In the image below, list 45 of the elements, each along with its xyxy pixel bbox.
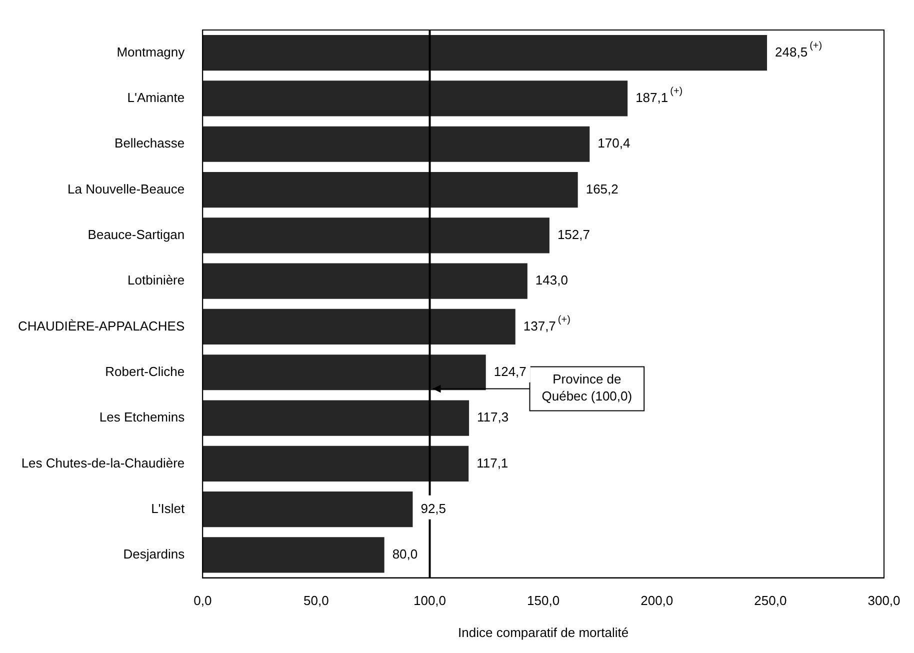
bar [202,446,469,482]
bar [202,537,384,573]
x-tick-label: 0,0 [194,593,212,608]
y-tick-label: L'Amiante [127,90,185,106]
y-tick-label: Beauce-Sartigan [88,227,185,242]
bar [202,172,578,208]
y-tick-label: La Nouvelle-Beauce [68,181,185,196]
data-label: 170,4 [598,136,630,151]
data-label: 248,5(+) [775,40,822,60]
ref-line-label: Province de Québec (100,0) [542,371,632,404]
y-tick-label: Lotbinière [128,272,185,288]
bar [202,263,528,299]
data-label: 152,7 [557,227,590,242]
x-axis-title: Indice comparatif de mortalité [458,624,629,640]
y-tick-label: Les Chutes-de-la-Chaudière [21,455,185,470]
data-label: 92,5 [420,500,446,516]
y-tick-label: Montmagny [116,44,186,60]
bar [202,35,768,71]
y-tick-label: Desjardins [123,546,186,562]
y-tick-label: CHAUDIÈRE-APPALACHES [18,318,185,334]
x-tick-label: 250,0 [754,593,787,608]
data-label: 143,0 [535,272,568,288]
data-label: 137,7(+) [523,314,570,334]
data-label: 124,7 [494,364,526,379]
bar [202,126,590,162]
y-tick-label: Bellechasse [114,136,185,151]
x-tick-label: 300,0 [868,593,900,608]
bar [202,218,550,254]
data-label: 117,1 [476,455,508,470]
bar [202,400,470,436]
bar [202,308,516,345]
bar [202,492,413,528]
y-tick-label: Les Etchemins [99,410,186,425]
x-tick-label: 100,0 [413,593,446,608]
y-tick-label: L'Islet [151,500,186,516]
data-label: 80,0 [392,546,418,562]
data-label: 117,3 [477,410,509,425]
x-tick-label: 50,0 [304,593,329,608]
bar [202,354,486,390]
data-label: 187,1(+) [636,86,683,106]
bar [202,80,628,116]
data-label: 165,2 [586,181,618,196]
x-tick-label: 150,0 [527,593,560,608]
x-tick-label: 200,0 [640,593,674,608]
y-tick-label: Robert-Cliche [105,364,185,379]
